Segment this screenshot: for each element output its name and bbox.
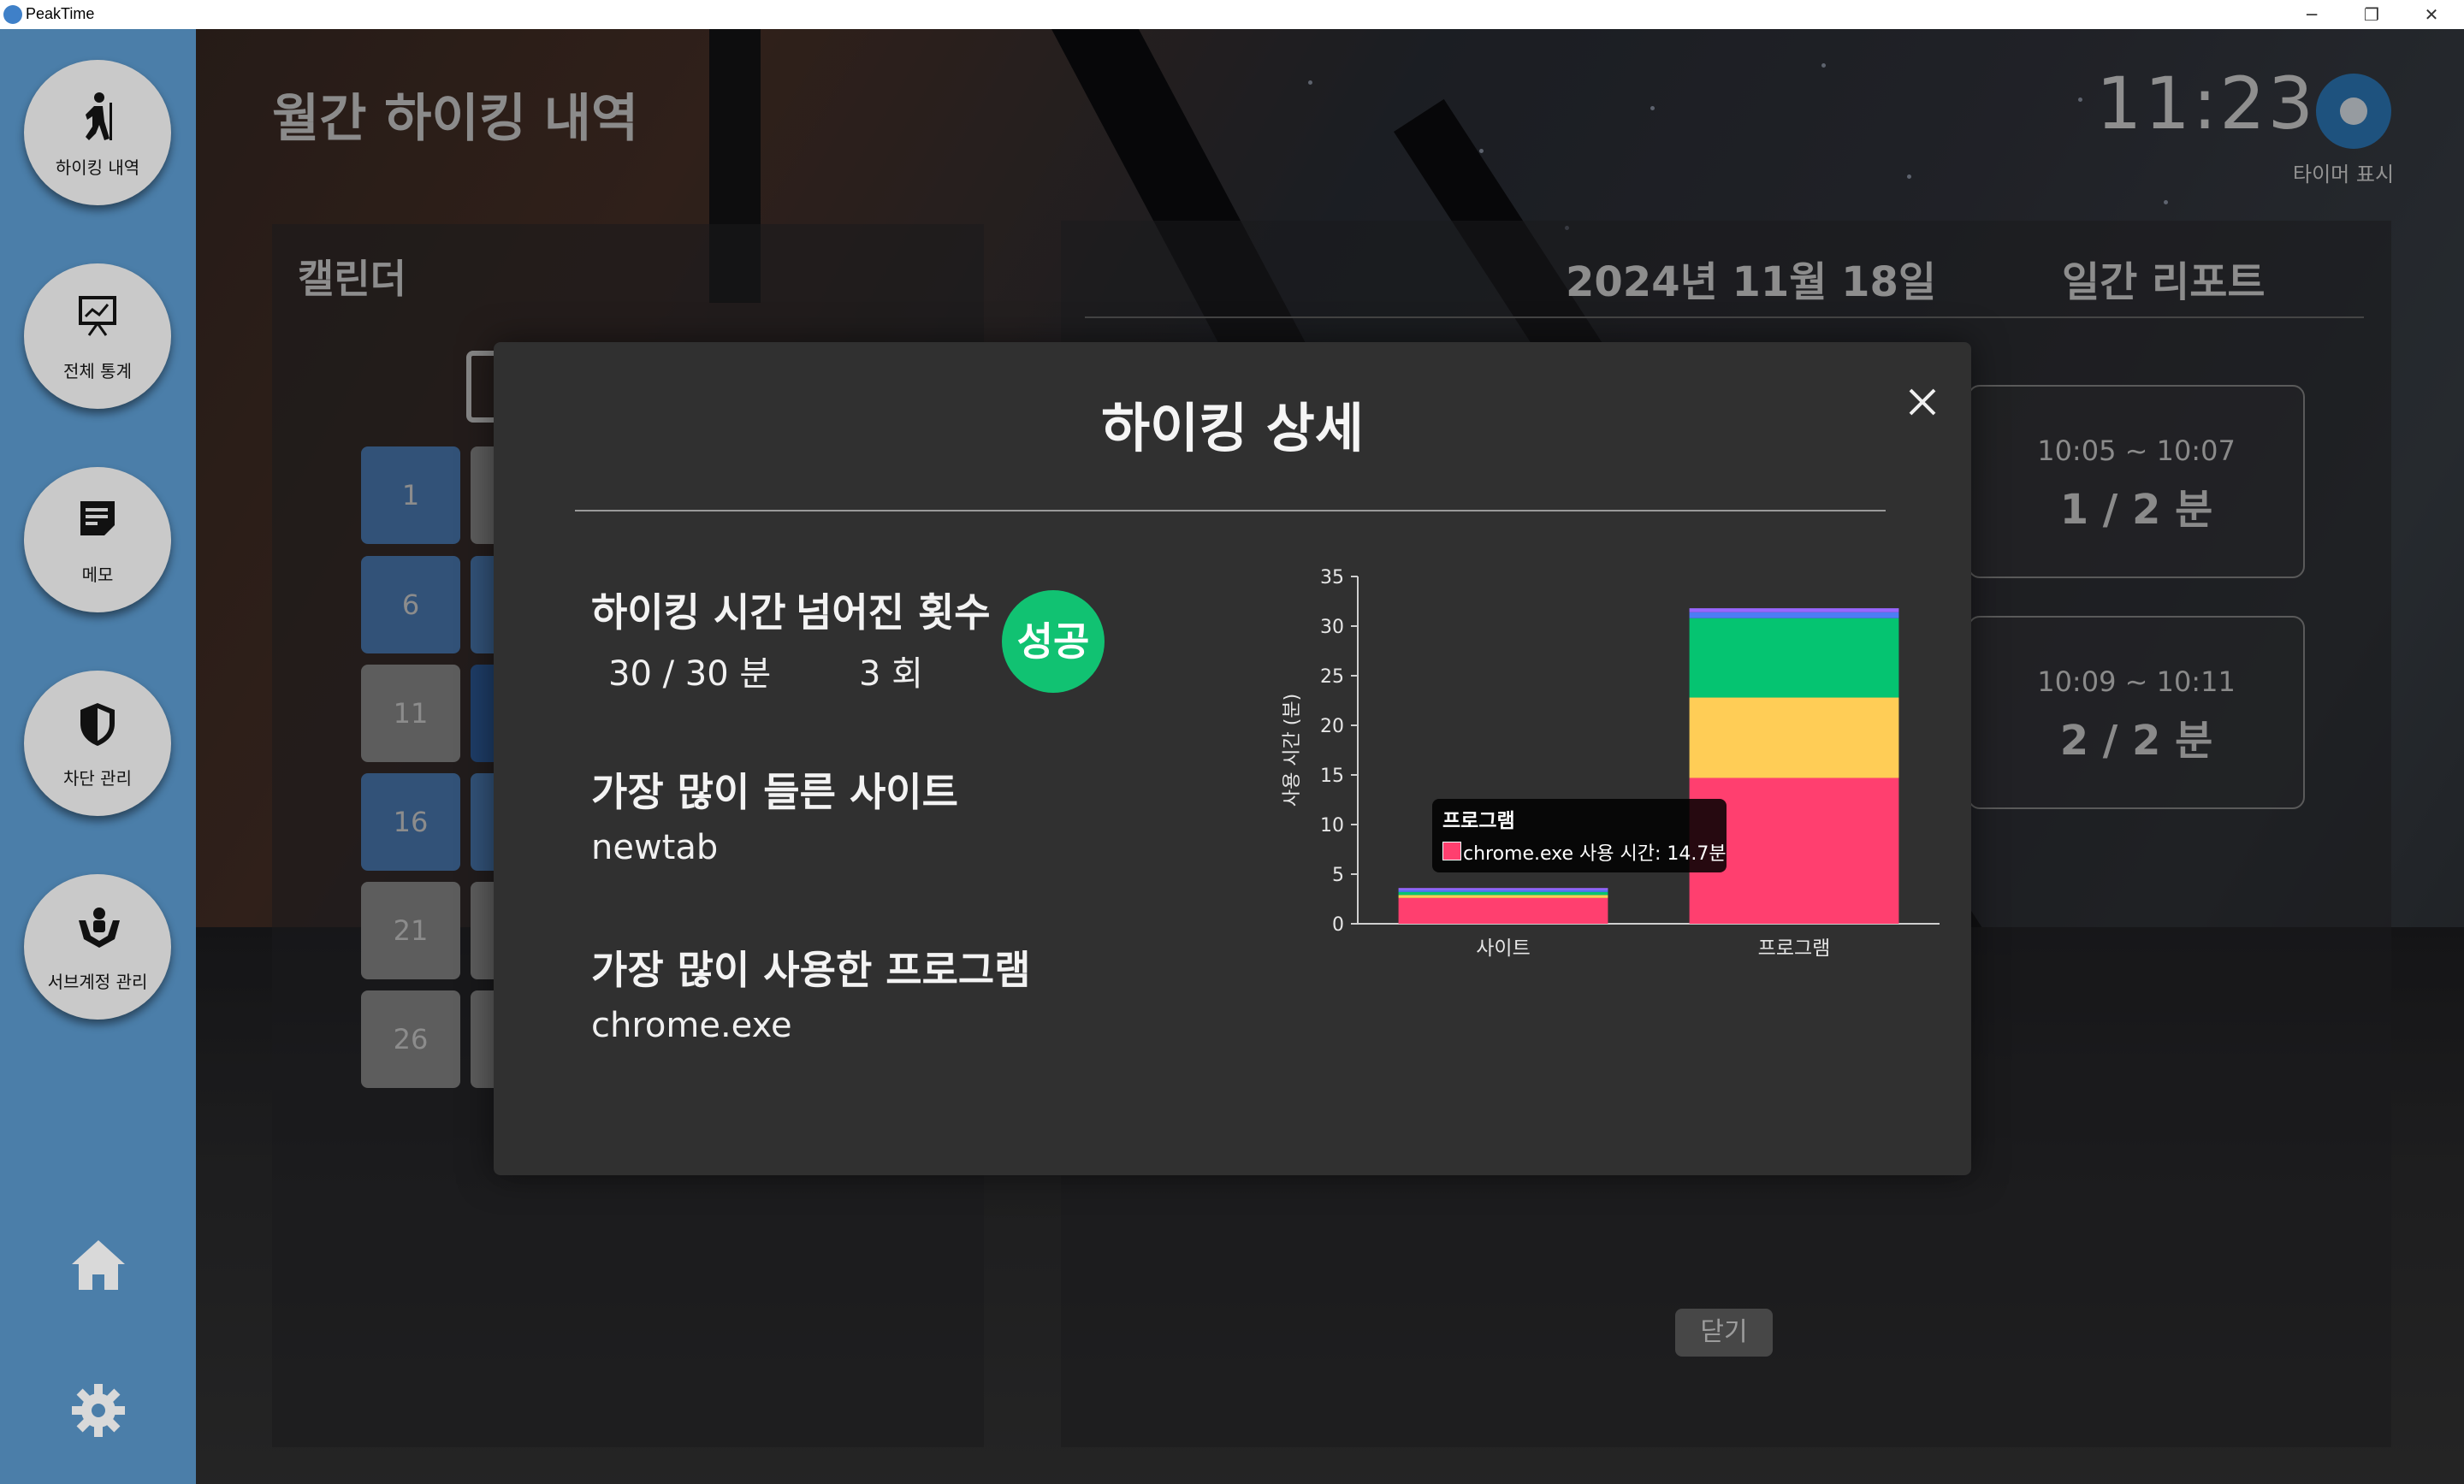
bar-segment [1689, 612, 1899, 618]
bar-segment [1398, 890, 1608, 892]
app-logo-icon [3, 5, 22, 24]
report-date: 2024년 11월 18일 [1566, 258, 1937, 306]
divider [575, 510, 1886, 511]
sub-account-icon [79, 908, 120, 948]
shield-icon [80, 703, 115, 746]
nav-label-hiking-history: 하이킹 내역 [55, 157, 140, 178]
nav-memo-button[interactable]: 메모 [24, 467, 171, 612]
calendar-title: 캘린더 [298, 256, 406, 302]
y-tick-label: 35 [1320, 567, 1344, 588]
gear-icon[interactable] [68, 1381, 128, 1440]
y-axis-label: 사용 시간 (분) [1282, 694, 1303, 807]
top-program-value: chrome.exe [591, 1006, 792, 1045]
calendar-day[interactable] [471, 773, 496, 871]
divider [1085, 316, 2364, 318]
restore-button[interactable]: ❐ [2364, 4, 2379, 25]
fall-count-label: 넘어진 횟수 [796, 589, 991, 636]
calendar-day[interactable]: 16 [361, 773, 460, 871]
y-tick-label: 0 [1332, 914, 1344, 936]
y-tick-label: 15 [1320, 766, 1344, 787]
nav-label-sub-account: 서브계정 관리 [47, 972, 148, 992]
session-card[interactable]: 10:05 ~ 10:07 1 / 2 분 [1968, 385, 2305, 578]
calendar-day[interactable] [471, 556, 496, 653]
nav-block-management-button[interactable]: 차단 관리 [24, 671, 171, 816]
close-window-button[interactable]: ✕ [2424, 4, 2439, 25]
bar-segment [1398, 895, 1608, 898]
window-title-bar: PeakTime ─ ❐ ✕ [0, 0, 2464, 29]
nav-label-block-management: 차단 관리 [63, 768, 132, 789]
page-title: 월간 하이킹 내역 [272, 89, 639, 149]
nav-sub-account-button[interactable]: 서브계정 관리 [24, 874, 171, 1020]
tooltip-color-swatch [1442, 842, 1461, 860]
calendar-day[interactable] [471, 882, 496, 979]
usage-stacked-bar-chart: 0 5 10 15 20 25 30 35 사용 시간 (분) 사이트 프로그램 [1282, 567, 1940, 960]
bar-segment [1398, 891, 1608, 896]
timer-toggle-button[interactable] [2316, 74, 2391, 149]
calendar-day[interactable] [471, 665, 496, 762]
bar-segment [1398, 888, 1608, 890]
tooltip-body: chrome.exe 사용 시간: 14.7분 [1463, 843, 1727, 865]
y-tick-label: 20 [1320, 716, 1344, 737]
window-title: PeakTime [26, 5, 95, 22]
session-ratio: 2 / 2 분 [2059, 717, 2213, 765]
hiking-icon [86, 92, 112, 140]
sidebar: 하이킹 내역 전체 통계 메모 차단 관리 서브계정 관리 [0, 29, 196, 1484]
chart-tooltip: 프로그램 chrome.exe 사용 시간: 14.7분 [1432, 799, 1727, 872]
session-ratio: 1 / 2 분 [2059, 486, 2213, 534]
calendar-day[interactable]: 11 [361, 665, 460, 762]
top-site-value: newtab [591, 828, 719, 867]
session-time: 10:09 ~ 10:11 [2037, 665, 2236, 698]
close-report-button[interactable]: 닫기 [1675, 1309, 1773, 1357]
top-program-label: 가장 많이 사용한 프로그램 [591, 947, 1031, 993]
session-time: 10:05 ~ 10:07 [2037, 435, 2236, 467]
x-tick-label: 사이트 [1476, 937, 1530, 960]
y-tick-label: 30 [1320, 617, 1344, 638]
top-site-label: 가장 많이 들른 사이트 [591, 769, 958, 815]
calendar-day[interactable]: 6 [361, 556, 460, 653]
clock: 11:23 [2096, 62, 2317, 145]
modal-title: 하이킹 상세 [1101, 397, 1364, 459]
hiking-time-label: 하이킹 시간 [591, 589, 786, 636]
y-tick-label: 10 [1320, 815, 1344, 837]
calendar-day[interactable] [471, 990, 496, 1088]
fall-count-value: 3 회 [859, 654, 923, 694]
memo-icon [80, 501, 115, 535]
hiking-detail-modal: 하이킹 상세 하이킹 시간 30 / 30 분 넘어진 횟수 3 회 성공 가장… [494, 342, 1971, 1175]
home-icon[interactable] [68, 1235, 128, 1295]
session-card[interactable]: 10:09 ~ 10:11 2 / 2 분 [1968, 616, 2305, 809]
nav-label-memo: 메모 [81, 565, 114, 585]
close-icon[interactable] [1897, 376, 1948, 428]
calendar-day[interactable] [471, 446, 496, 544]
x-tick-label: 프로그램 [1758, 937, 1831, 960]
daily-report-title: 일간 리포트 [2062, 258, 2266, 306]
calendar-day[interactable]: 21 [361, 882, 460, 979]
success-badge: 성공 [1002, 590, 1105, 693]
chart-board-icon [79, 296, 116, 336]
bar-segment [1398, 897, 1608, 924]
tooltip-title: 프로그램 [1442, 810, 1515, 832]
y-tick-label: 5 [1332, 865, 1344, 886]
timer-toggle-label: 타이머 표시 [2293, 163, 2395, 186]
bar-segment [1689, 697, 1899, 778]
minimize-button[interactable]: ─ [2306, 4, 2318, 25]
calendar-day[interactable]: 26 [361, 990, 460, 1088]
nav-label-statistics: 전체 통계 [63, 361, 132, 381]
bar-segment [1689, 618, 1899, 698]
bar-segment [1689, 608, 1899, 612]
nav-statistics-button[interactable]: 전체 통계 [24, 263, 171, 409]
nav-hiking-history-button[interactable]: 하이킹 내역 [24, 60, 171, 205]
hiking-time-value: 30 / 30 분 [608, 654, 772, 694]
calendar-day[interactable]: 1 [361, 446, 460, 544]
clock-icon [2340, 98, 2367, 125]
y-tick-label: 25 [1320, 666, 1344, 688]
